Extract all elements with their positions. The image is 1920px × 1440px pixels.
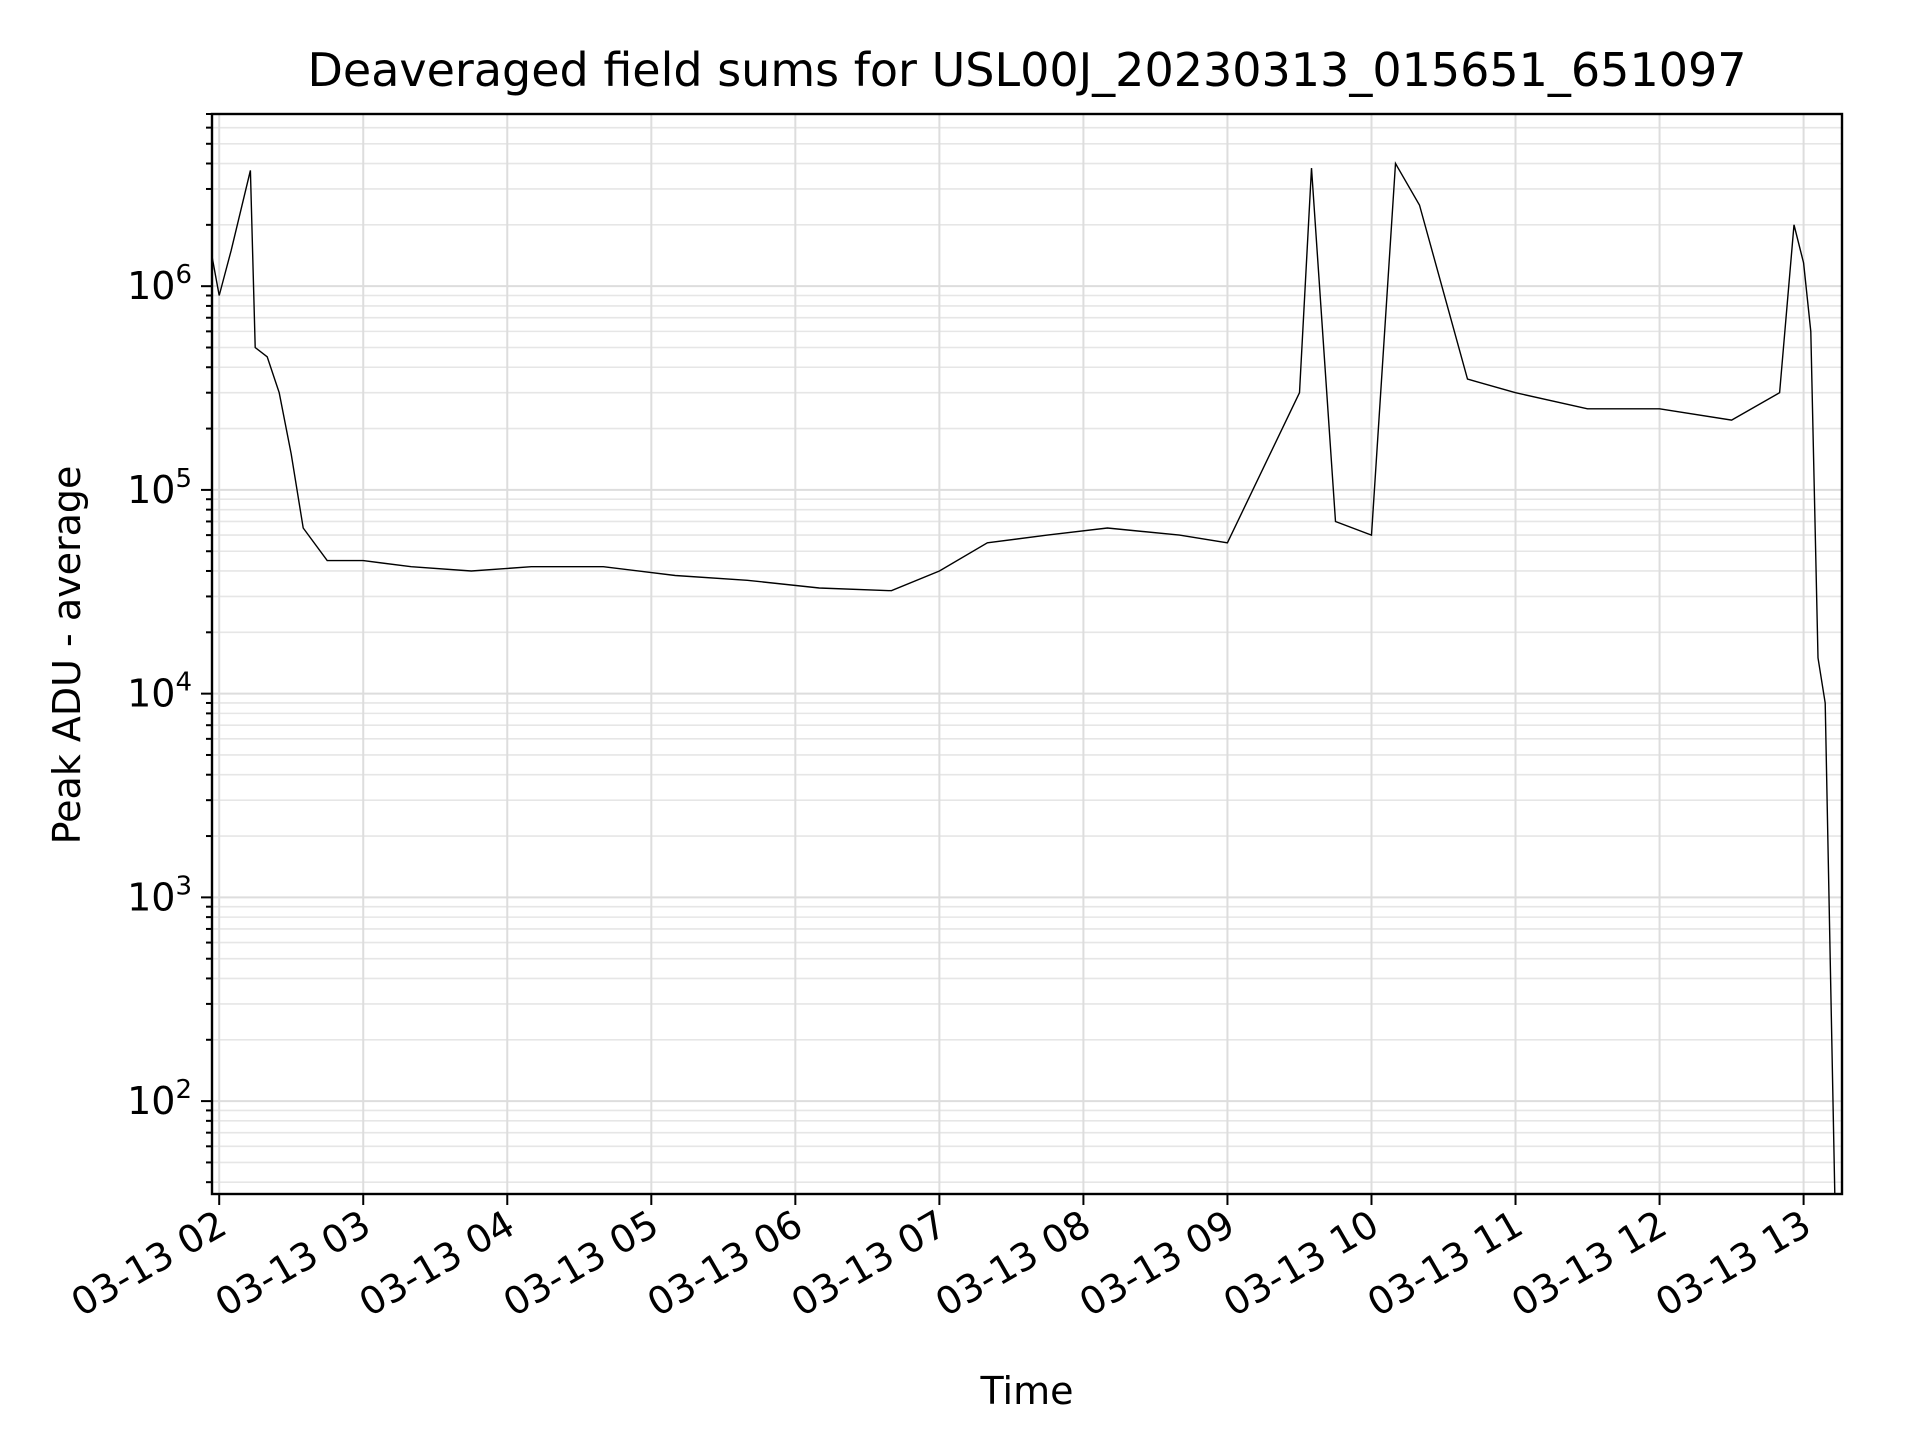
plot-frame	[210, 112, 1844, 1196]
x-tick-label: 03-13 10	[1216, 1202, 1386, 1326]
x-tick-label: 03-13 07	[784, 1202, 954, 1326]
x-tick-label: 03-13 06	[640, 1202, 810, 1326]
grid	[212, 113, 1842, 1194]
y-axis-label: Peak ADU - average	[45, 466, 89, 845]
x-tick-label: 03-13 09	[1072, 1202, 1242, 1326]
x-tick-label: 03-13 05	[496, 1202, 666, 1326]
x-tick-label: 03-13 11	[1360, 1202, 1530, 1326]
series-line	[211, 161, 1836, 1195]
x-tick-label: 03-13 03	[208, 1202, 378, 1326]
x-axis-label: Time	[980, 1369, 1074, 1413]
y-tick-label: 102	[127, 1075, 192, 1123]
y-tick-label: 104	[127, 668, 192, 716]
chart-title: Deaveraged field sums for USL00J_2023031…	[307, 43, 1746, 97]
y-tick-label: 105	[127, 464, 192, 512]
x-tick-label: 03-13 12	[1504, 1202, 1674, 1326]
y-tick-label: 106	[127, 260, 192, 308]
x-tick-label: 03-13 02	[64, 1202, 234, 1326]
x-tick-label: 03-13 08	[928, 1202, 1098, 1326]
x-tick-label: 03-13 04	[352, 1202, 522, 1326]
x-tick-label: 03-13 13	[1648, 1202, 1818, 1326]
y-tick-label: 103	[127, 871, 192, 919]
